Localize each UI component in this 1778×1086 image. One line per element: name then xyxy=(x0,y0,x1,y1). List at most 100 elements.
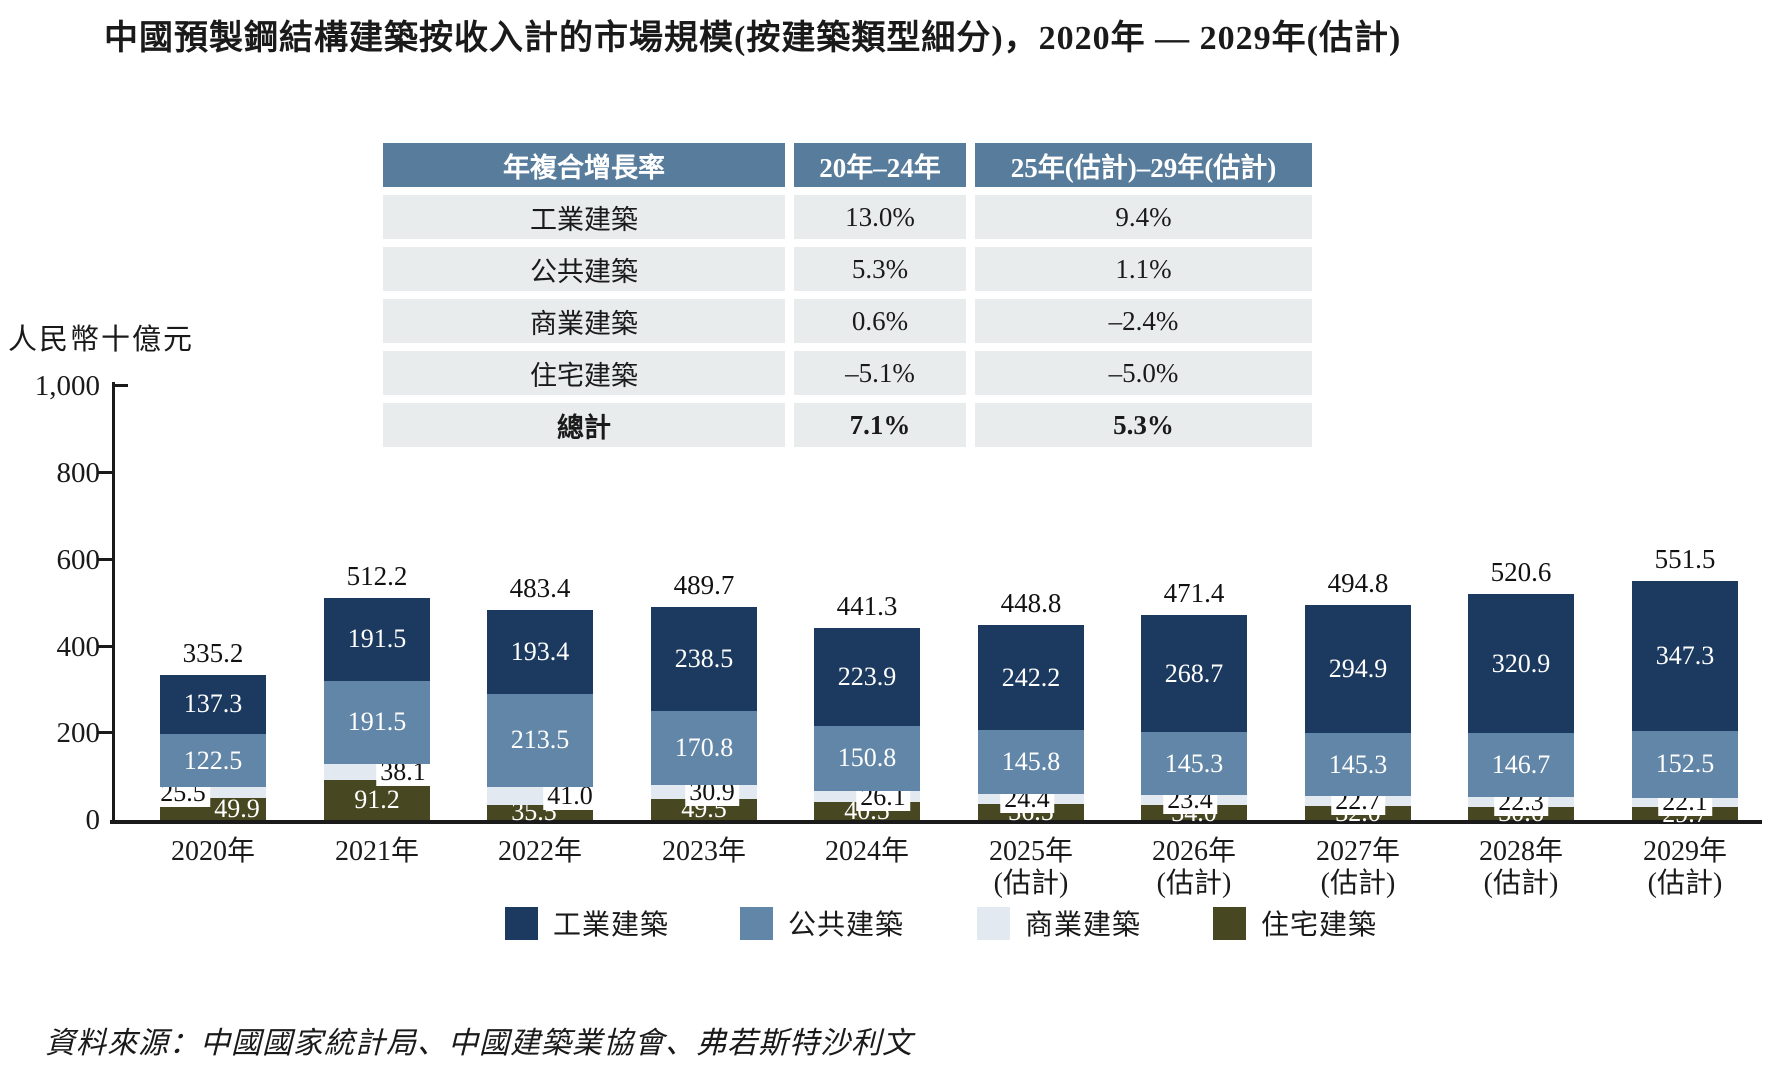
table-cell-label: 公共建築 xyxy=(383,247,785,291)
segment-value-industrial: 347.3 xyxy=(1655,640,1715,670)
x-axis-label: 2026年 (估計) xyxy=(1151,836,1237,899)
bar-total-label: 489.7 xyxy=(673,570,735,601)
legend-label-commercial: 商業建築 xyxy=(1025,910,1142,941)
bar-segment-public xyxy=(324,680,430,764)
y-tick-mark xyxy=(98,558,112,561)
bar-total-label: 512.2 xyxy=(346,560,408,591)
x-axis-sublabel: (估計) xyxy=(1156,868,1232,899)
segment-value-public: 145.8 xyxy=(1001,746,1061,776)
y-axis-unit-label: 人民幣十億元 xyxy=(8,324,195,356)
cagr-table: 年複合增長率 20年–24年 25年(估計)–29年(估計) 工業建築 13.0% 9.4… xyxy=(383,143,1312,447)
x-axis-label: 2027年 (估計) xyxy=(1315,836,1401,899)
bar-segment-commercial xyxy=(160,787,266,799)
bar-total-label: 471.4 xyxy=(1163,578,1225,609)
y-axis-line xyxy=(112,382,115,822)
segment-value-public: 213.5 xyxy=(510,725,570,755)
table-cell-value: 7.1% xyxy=(794,403,966,447)
bar-segment-residential xyxy=(324,780,430,820)
segment-value-industrial: 223.9 xyxy=(837,662,897,692)
segment-value-industrial: 268.7 xyxy=(1164,658,1224,688)
y-tick-label: 200 xyxy=(56,717,101,749)
segment-value-residential: 49.9 xyxy=(214,794,260,824)
segment-value-industrial: 238.5 xyxy=(674,644,734,674)
segment-value-industrial: 242.2 xyxy=(1001,662,1061,692)
segment-value-public: 170.8 xyxy=(674,733,734,763)
table-cell-value: –5.0% xyxy=(975,351,1312,395)
bar-segment-industrial xyxy=(160,674,266,735)
x-axis-label: 2022年 xyxy=(497,836,583,867)
segment-value-industrial: 320.9 xyxy=(1491,648,1551,678)
y-tick-mark xyxy=(98,731,112,734)
bar-segment-public xyxy=(1632,731,1738,798)
x-axis-sublabel: (估計) xyxy=(993,868,1069,899)
y-tick-label: 0 xyxy=(85,804,101,836)
table-cell-value: –2.4% xyxy=(975,299,1312,343)
table-cell-label: 總計 xyxy=(383,403,785,447)
table-cell-value: 1.1% xyxy=(975,247,1312,291)
x-axis-label: 2020年 xyxy=(170,836,256,867)
segment-value-industrial: 193.4 xyxy=(510,637,570,667)
table-cell-value: –5.1% xyxy=(794,351,966,395)
bar-segment-public xyxy=(1468,733,1574,798)
legend-item-public: 公共建築 xyxy=(740,903,904,943)
y-tick-label: 400 xyxy=(56,631,101,663)
legend-swatch-commercial xyxy=(977,906,1010,940)
bar-segment-industrial xyxy=(1141,615,1247,733)
bar-segment-industrial xyxy=(978,625,1084,731)
segment-value-residential: 91.2 xyxy=(354,785,400,815)
table-cell-value: 9.4% xyxy=(975,195,1312,239)
table-cell-value: 13.0% xyxy=(794,195,966,239)
segment-value-public: 152.5 xyxy=(1655,749,1715,779)
legend-label-public: 公共建築 xyxy=(788,910,905,941)
table-cell-value: 5.3% xyxy=(794,247,966,291)
bar-segment-public xyxy=(978,730,1084,794)
legend-label-residential: 住宅建築 xyxy=(1261,910,1378,941)
bar-segment-industrial xyxy=(487,610,593,695)
table-cell-value: 0.6% xyxy=(794,299,966,343)
bar-total-label: 448.8 xyxy=(1000,588,1062,619)
legend-swatch-public xyxy=(740,906,773,940)
legend-item-residential: 住宅建築 xyxy=(1213,903,1377,943)
segment-value-public: 150.8 xyxy=(837,743,897,773)
bar-segment-public xyxy=(1141,732,1247,796)
x-axis-line xyxy=(110,820,1762,824)
bar-total-label: 551.5 xyxy=(1654,543,1716,574)
table-header-cell: 年複合增長率 xyxy=(383,143,785,187)
bar-total-label: 483.4 xyxy=(509,573,571,604)
legend-item-commercial: 商業建築 xyxy=(977,903,1141,943)
bar-total-label: 441.3 xyxy=(836,591,898,622)
x-axis-label: 2024年 xyxy=(824,836,910,867)
x-axis-sublabel: (估計) xyxy=(1483,868,1559,899)
bar-total-label: 520.6 xyxy=(1490,557,1552,588)
x-axis-sublabel: (估計) xyxy=(1320,868,1396,899)
segment-value-industrial: 137.3 xyxy=(183,689,243,719)
table-cell-label: 工業建築 xyxy=(383,195,785,239)
x-axis-sublabel: (估計) xyxy=(1647,868,1723,899)
y-tick-label: 600 xyxy=(56,544,101,576)
page-title: 中國預製鋼結構建築按收入計的市場規模(按建築類型細分)，2020年 — 2029… xyxy=(104,20,1402,57)
table-header-cell: 25年(估計)–29年(估計) xyxy=(975,143,1312,187)
x-axis-label: 2021年 xyxy=(334,836,420,867)
segment-value-industrial: 294.9 xyxy=(1328,654,1388,684)
table-header-cell: 20年–24年 xyxy=(794,143,966,187)
segment-value-public: 145.3 xyxy=(1164,748,1224,778)
bar-segment-public xyxy=(1305,733,1411,797)
bar-segment-industrial xyxy=(324,597,430,681)
bar-segment-public xyxy=(814,725,920,792)
y-tick-label: 800 xyxy=(56,457,101,489)
bar-segment-industrial xyxy=(651,607,757,711)
table-cell-label: 住宅建築 xyxy=(383,351,785,395)
legend-label-industrial: 工業建築 xyxy=(553,910,670,941)
segment-value-public: 146.7 xyxy=(1491,750,1551,780)
y-tick-label: 1,000 xyxy=(34,370,100,402)
y-tick-mark xyxy=(98,645,112,648)
segment-value-public: 122.5 xyxy=(183,745,243,775)
x-axis-label: 2029年 (估計) xyxy=(1642,836,1728,899)
y-tick-mark xyxy=(112,384,128,387)
legend-swatch-industrial xyxy=(505,906,538,940)
segment-value-public: 145.3 xyxy=(1328,749,1388,779)
legend-swatch-residential xyxy=(1213,906,1246,940)
bar-segment-industrial xyxy=(1305,605,1411,734)
